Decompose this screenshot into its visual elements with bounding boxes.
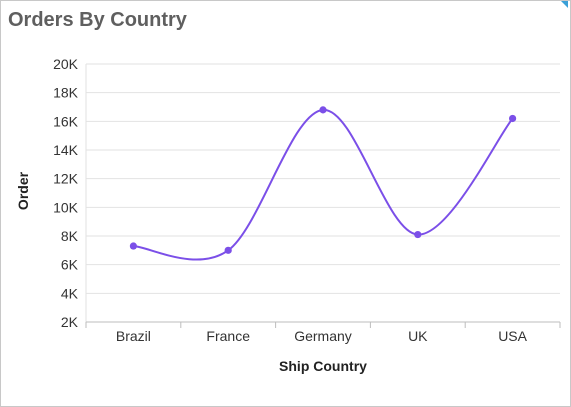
y-tick-label: 2K — [61, 314, 79, 330]
chart-title: Orders By Country — [8, 9, 187, 31]
y-tick-label: 10K — [53, 199, 79, 215]
x-tick-label: UK — [408, 328, 428, 344]
y-tick-label: 8K — [61, 228, 79, 244]
y-tick-label: 18K — [53, 85, 79, 101]
y-tick-label: 16K — [53, 113, 79, 129]
data-point-usa[interactable] — [508, 114, 517, 123]
gridlines — [85, 63, 561, 328]
y-axis-ticks: 2K 4K 6K 8K 10K 12K 14K 16K 18K 20K — [53, 56, 79, 330]
data-point-france[interactable] — [224, 246, 232, 254]
data-point-germany[interactable] — [319, 106, 327, 114]
data-point-uk[interactable] — [414, 230, 422, 239]
y-axis-label: Order — [15, 171, 31, 210]
x-axis-label: Ship Country — [279, 358, 367, 374]
series-line — [133, 108, 514, 261]
x-tick-label: Brazil — [116, 328, 151, 344]
data-point-brazil[interactable] — [129, 242, 137, 250]
x-axis-ticks: Brazil France Germany UK USA — [116, 328, 528, 344]
y-tick-label: 12K — [53, 171, 79, 187]
x-tick-label: Germany — [294, 328, 352, 344]
y-tick-label: 4K — [61, 285, 79, 301]
plot-area — [129, 106, 517, 261]
x-tick-label: France — [206, 328, 250, 344]
y-tick-label: 20K — [53, 56, 79, 72]
x-tick-label: USA — [498, 328, 527, 344]
y-tick-label: 14K — [53, 142, 79, 158]
y-tick-label: 6K — [61, 257, 79, 273]
resize-corner-icon[interactable] — [561, 1, 568, 8]
